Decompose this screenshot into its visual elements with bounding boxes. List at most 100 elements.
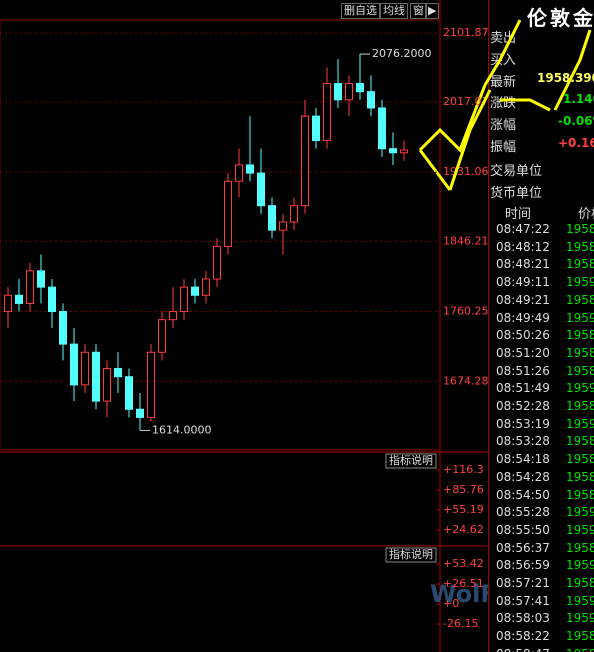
y-tick-label: +85.76 xyxy=(443,483,484,496)
trade-time: 08:50:26 xyxy=(496,328,550,343)
column-header: 时间 xyxy=(505,207,532,222)
trade-price: 1959. xyxy=(566,522,594,537)
y-tick-label: 1674.287 xyxy=(443,374,488,387)
quote-panel xyxy=(488,0,594,652)
quote-label: 振幅 xyxy=(490,140,517,155)
indicator-panel: 指标说明 +116.3 +85.76 +55.19 +24.62 xyxy=(385,453,484,536)
candle-body xyxy=(290,205,298,223)
candle-body xyxy=(224,180,232,247)
trade-price: 1958. xyxy=(566,629,594,644)
trade-price: 1958. xyxy=(566,434,594,449)
trade-price: 1958. xyxy=(566,452,594,467)
candle-body xyxy=(103,368,111,402)
quote-value: -0.06% xyxy=(558,114,594,129)
candle-body xyxy=(158,319,166,353)
y-tick-label: -26.15 xyxy=(443,617,478,630)
candle-body xyxy=(70,343,78,386)
candle-body xyxy=(334,83,342,101)
candle-body xyxy=(367,91,375,109)
candle-body xyxy=(389,148,397,154)
candle-body xyxy=(37,270,45,288)
trade-price: 1959. xyxy=(566,558,594,573)
trade-time: 08:48:12 xyxy=(496,239,550,254)
y-tick-label: 1931.064 xyxy=(443,165,488,178)
candle-body xyxy=(279,221,287,231)
candle-body xyxy=(59,311,67,345)
candle-body xyxy=(180,286,188,313)
trade-price: 1958. xyxy=(566,469,594,484)
trade-price: 1958. xyxy=(566,540,594,555)
candle-body xyxy=(323,83,331,142)
trade-price: 1958. xyxy=(566,576,594,590)
candle-body xyxy=(4,294,12,313)
candle-body xyxy=(169,311,177,321)
quote-title: 伦敦金 xyxy=(527,6,594,30)
trade-time: 08:49:11 xyxy=(496,275,550,290)
trade-time: 08:49:49 xyxy=(496,310,550,325)
trade-price: 1958. xyxy=(566,292,594,307)
watermark: WolFinance xyxy=(430,580,488,608)
candle-body xyxy=(26,270,34,304)
indicator-panel: 指标说明 +53.42 +26.51 +0 -26.15 xyxy=(385,547,484,630)
annotation-label: 1614.0000 xyxy=(152,423,212,436)
toolbar-button[interactable]: 删自选 xyxy=(341,3,380,19)
trade-price: 1958. xyxy=(566,345,594,360)
trade-price: 1959. xyxy=(566,275,594,290)
y-tick-label: 1760.251 xyxy=(443,304,488,317)
trade-time: 08:55:28 xyxy=(496,505,550,520)
y-tick-label: +53.42 xyxy=(443,557,484,570)
candle-body xyxy=(345,83,353,101)
trade-time: 08:49:21 xyxy=(496,292,550,307)
toolbar-arrow[interactable]: ▶ xyxy=(425,3,440,19)
trade-time: 08:51:26 xyxy=(496,363,550,378)
trade-time: 08:53:19 xyxy=(496,416,550,431)
candle-body xyxy=(257,172,265,207)
trade-price: 1959. xyxy=(566,505,594,520)
trade-time: 08:57:41 xyxy=(496,593,550,608)
chart-frame xyxy=(0,19,441,451)
candle-body xyxy=(191,286,199,296)
y-tick-label: 2017.07 xyxy=(443,95,488,108)
trade-time: 08:54:18 xyxy=(496,452,550,467)
quote-value: 1958.390 xyxy=(537,70,594,85)
quote-label: 卖出 xyxy=(490,31,517,46)
candle-body xyxy=(235,164,243,182)
indicator-button: 指标说明 xyxy=(389,453,433,467)
trade-price: 1959. xyxy=(566,310,594,325)
y-tick-label: 1846.216 xyxy=(443,234,488,247)
quote-label: 最新 xyxy=(490,74,517,90)
toolbar-button[interactable]: 均线 xyxy=(380,3,408,19)
toolbar-button[interactable]: 窗 xyxy=(410,3,427,19)
trade-price: 1958. xyxy=(566,257,594,272)
quote-label: 货币单位 xyxy=(490,185,543,201)
candle-body xyxy=(268,205,276,231)
trade-price: 1958. xyxy=(566,487,594,502)
trade-time: 08:58:03 xyxy=(496,611,550,626)
annotation-label: 2076.2000 xyxy=(372,47,432,60)
trade-time: 08:56:37 xyxy=(496,540,550,555)
trade-price: 1958. xyxy=(566,328,594,343)
candle-body xyxy=(301,115,309,207)
candle-body xyxy=(246,164,254,174)
chart: WolFinance 2101.877 2017.07 1931.064 1846.2… xyxy=(0,0,488,652)
candle-body xyxy=(400,149,408,154)
quote-value: +0.16% xyxy=(558,136,594,150)
quote-value: -1.140 xyxy=(558,92,594,107)
trade-time: 08:52:28 xyxy=(496,399,550,413)
indicator-button-box xyxy=(385,453,437,469)
candle-body xyxy=(81,351,89,386)
trade-time: 08:54:50 xyxy=(496,487,550,502)
quote-label: 买入 xyxy=(490,52,517,68)
y-tick-label: +0 xyxy=(443,597,459,610)
y-tick-label: 2101.877 xyxy=(443,26,488,39)
candle-body xyxy=(356,83,364,93)
trade-time: 08:51:49 xyxy=(496,381,550,396)
y-tick-label: +116.3 xyxy=(443,463,484,476)
candle-body xyxy=(125,376,133,410)
trade-price: 1958. xyxy=(566,222,594,236)
candle-body xyxy=(213,245,221,280)
trade-time: 08:58:47 xyxy=(496,647,550,652)
candle-body xyxy=(15,294,23,304)
candle-body xyxy=(147,351,155,418)
trade-price: 1959. xyxy=(566,381,594,396)
